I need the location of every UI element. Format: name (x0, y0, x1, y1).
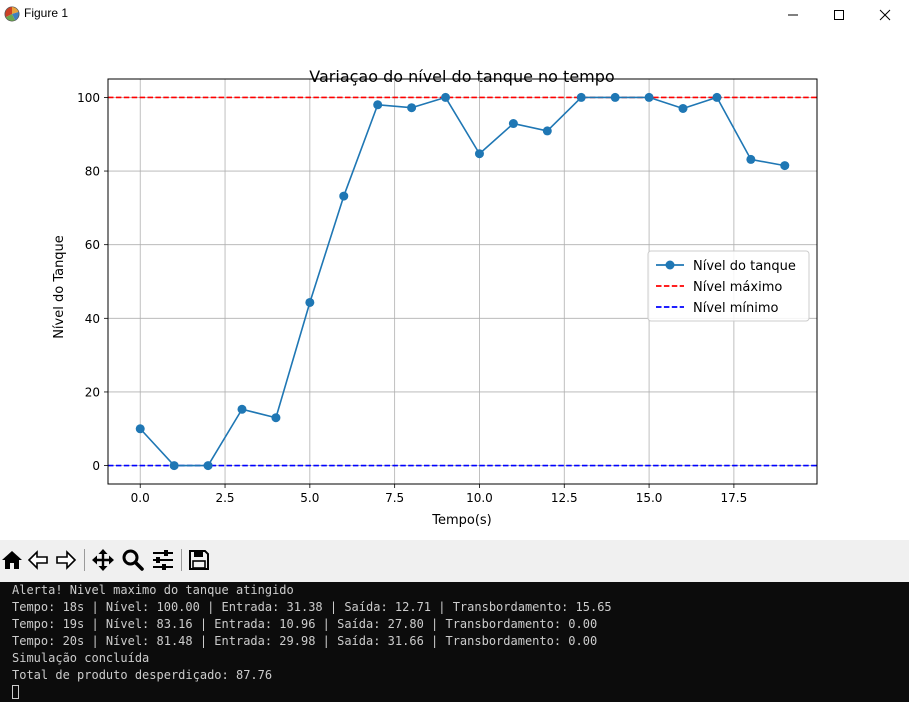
console-line: Tempo: 18s | Nível: 100.00 | Entrada: 31… (12, 600, 612, 614)
console-line: Tempo: 19s | Nível: 83.16 | Entrada: 10.… (12, 617, 598, 631)
back-button[interactable] (26, 548, 50, 572)
terminal-cursor (12, 685, 19, 699)
pan-icon (92, 549, 114, 571)
y-tick-label: 40 (85, 312, 100, 326)
legend: Nível do tanque Nível máximo Nível mínim… (647, 250, 810, 322)
tank-level-point (746, 154, 756, 164)
x-tick-label: 2.5 (215, 491, 234, 505)
x-tick-label: 12.5 (551, 491, 578, 505)
back-icon (27, 550, 48, 570)
tank-level-point (712, 92, 722, 102)
legend-label-max: Nível máximo (693, 280, 782, 295)
tank-level-point (169, 461, 179, 471)
toolbar-separator (181, 549, 182, 571)
legend-label-level: Nível do tanque (693, 259, 796, 274)
series-lines (108, 96, 817, 467)
home-icon (2, 551, 22, 569)
terminal-output[interactable]: Alerta! Nivel maximo do tanque atingido … (0, 582, 909, 702)
y-tick-label: 0 (92, 459, 100, 473)
configure-subplots-icon (153, 550, 173, 570)
pan-button[interactable] (91, 548, 115, 572)
console-line: Total de produto desperdiçado: 87.76 (12, 668, 273, 682)
forward-button[interactable] (54, 548, 78, 572)
axes-frame (107, 78, 818, 485)
console-line: Tempo: 20s | Nível: 81.48 | Entrada: 29.… (12, 634, 598, 648)
chart-title: Variaçao do nível do tanque no tempo (309, 67, 614, 86)
x-axis-label: Tempo(s) (431, 513, 492, 528)
x-tick-label: 0.0 (131, 491, 150, 505)
x-tick-label: 7.5 (385, 491, 404, 505)
maximize-icon (834, 9, 844, 20)
tank-level-point (610, 92, 620, 102)
tank-level-point (407, 103, 417, 113)
legend-entry-max: Nível máximo (656, 280, 782, 295)
legend-entry-min: Nível mínimo (656, 301, 779, 316)
legend-label-min: Nível mínimo (693, 301, 779, 316)
zoom-button[interactable] (121, 548, 145, 572)
home-button[interactable] (0, 548, 24, 572)
line-chart[interactable]: Variaçao do nível do tanque no tempo 0.0… (0, 29, 909, 540)
y-tick-label: 100 (77, 91, 100, 105)
x-tick-label: 10.0 (466, 491, 493, 505)
legend-entry-level: Nível do tanque (656, 259, 796, 274)
x-tick-label: 15.0 (636, 491, 663, 505)
minimize-icon (788, 14, 798, 15)
figure-canvas[interactable]: Variaçao do nível do tanque no tempo 0.0… (0, 29, 909, 540)
minimize-button[interactable] (770, 0, 816, 29)
tank-level-point (576, 92, 586, 102)
tank-level-point (373, 100, 383, 110)
y-axis-label: Nível do Tanque (52, 235, 67, 339)
toolbar-separator (84, 549, 85, 571)
save-button[interactable] (187, 548, 211, 572)
tank-level-point (780, 161, 790, 171)
tank-level-line (139, 96, 785, 467)
tank-level-point (203, 461, 213, 471)
x-tick-label: 17.5 (721, 491, 748, 505)
close-button[interactable] (862, 0, 908, 29)
tank-level-point (271, 413, 281, 423)
configure-subplots-button[interactable] (151, 548, 175, 572)
forward-icon (56, 550, 77, 570)
x-tick-label: 5.0 (300, 491, 319, 505)
tank-level-point (474, 149, 484, 159)
tank-level-point (305, 297, 315, 307)
y-tick-label: 80 (85, 165, 100, 179)
close-icon (879, 9, 891, 20)
matplotlib-figure-icon (3, 5, 21, 23)
tank-level-point (542, 126, 552, 136)
legend-box (647, 250, 810, 322)
navigation-toolbar (0, 540, 909, 582)
tank-level-point (135, 424, 145, 434)
tank-level-point (441, 92, 451, 102)
window-titlebar: Figure 1 (0, 0, 909, 29)
tank-level-point (508, 119, 518, 129)
tank-level-point (237, 404, 247, 414)
zoom-icon (122, 549, 144, 571)
tank-level-point (644, 92, 654, 102)
tank-level-point (678, 103, 688, 113)
maximize-button[interactable] (816, 0, 862, 29)
console-line: Alerta! Nivel maximo do tanque atingido (12, 583, 294, 597)
ticks: 0.0 2.5 5.0 7.5 10.0 12.5 15.0 17.5 0 20 40 60 80 100 (77, 91, 747, 505)
tank-level-point (339, 191, 349, 201)
y-tick-label: 20 (85, 385, 100, 399)
y-tick-label: 60 (85, 238, 100, 252)
console-line: Simulação concluída (12, 651, 150, 665)
window-title: Figure 1 (24, 6, 69, 20)
series-markers (135, 92, 790, 471)
save-icon (189, 550, 209, 570)
